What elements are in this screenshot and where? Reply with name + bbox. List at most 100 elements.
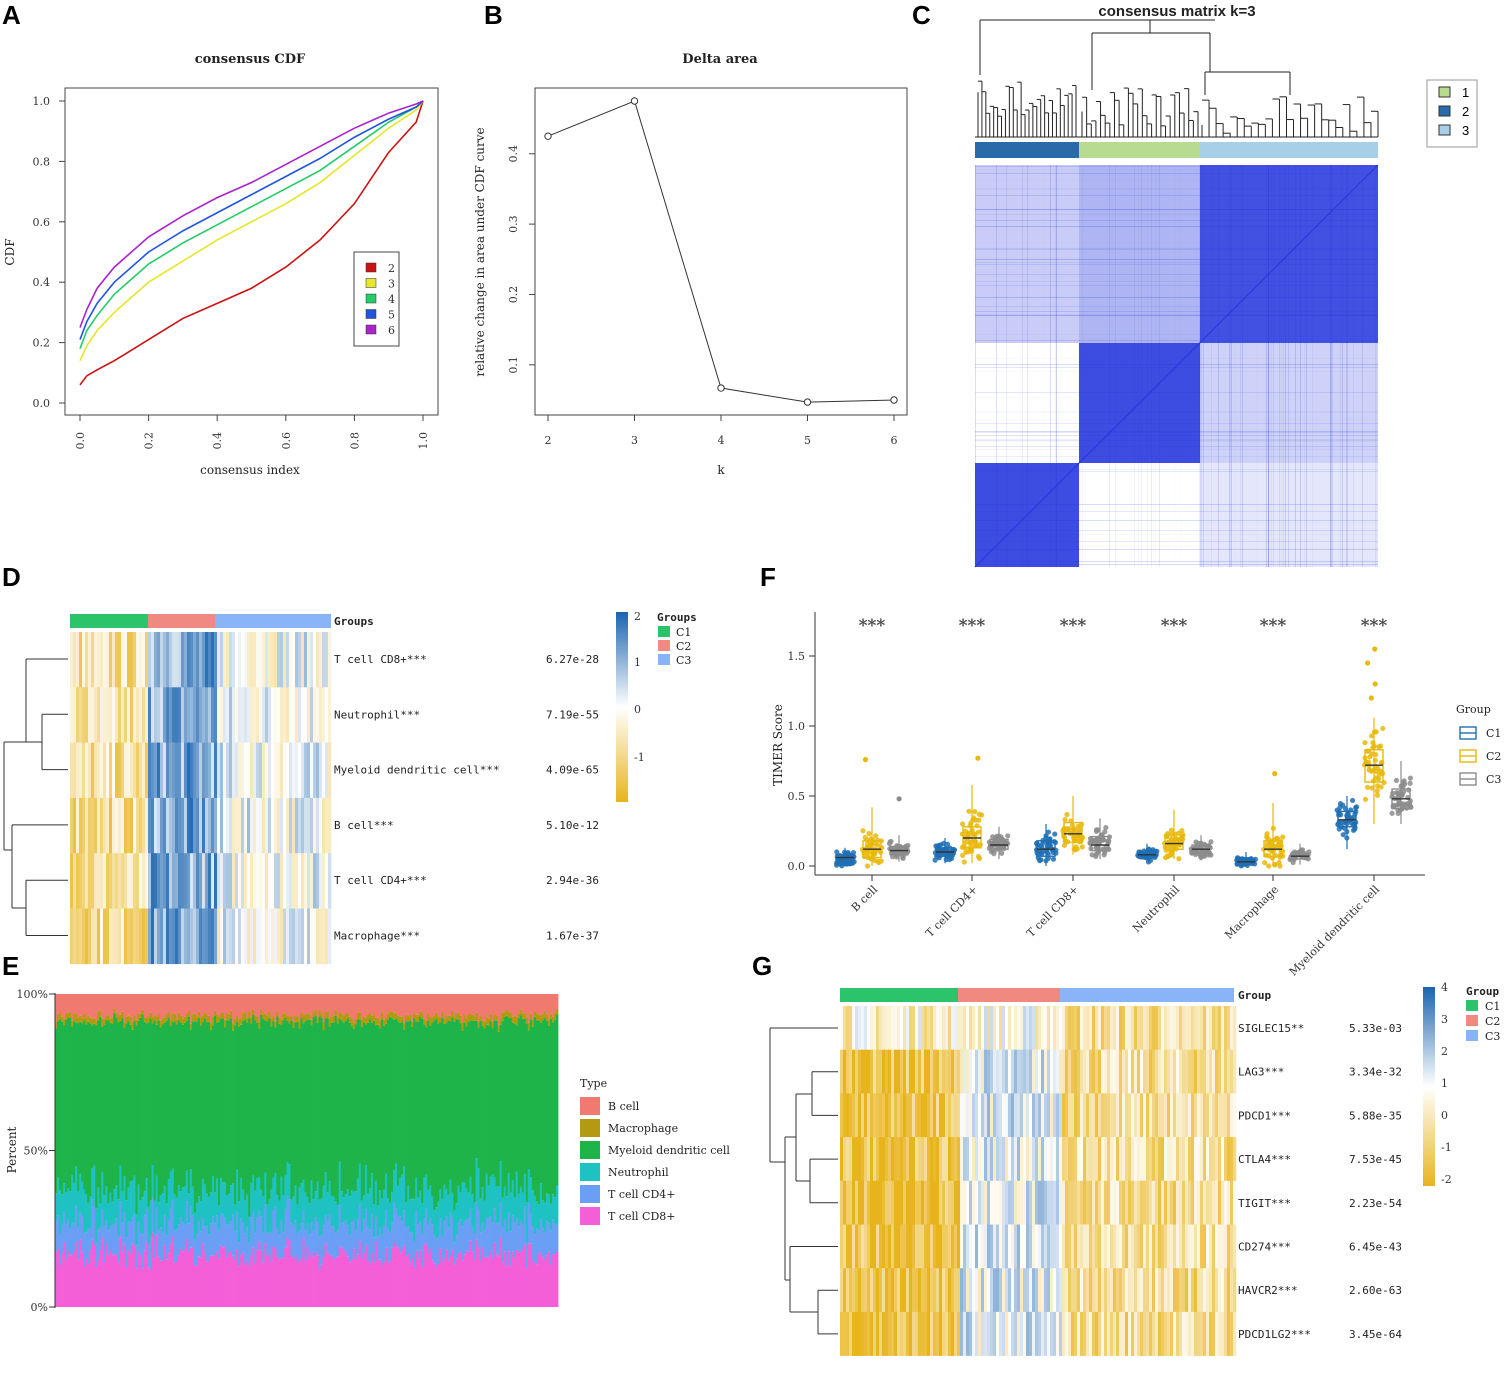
stacked-segment bbox=[157, 1202, 161, 1231]
heatmap-cell bbox=[214, 742, 218, 799]
heatmap-cell bbox=[858, 1180, 862, 1225]
heatmap-cell bbox=[271, 742, 275, 799]
stacked-segment bbox=[230, 994, 233, 1011]
stacked-segment bbox=[449, 1213, 452, 1256]
heatmap-cell bbox=[94, 632, 98, 688]
stacked-segment bbox=[433, 1020, 436, 1211]
heatmap-cell bbox=[1161, 1224, 1165, 1269]
heatmap-cell bbox=[867, 1311, 871, 1356]
heatmap-cell bbox=[97, 908, 101, 965]
heatmap-cell bbox=[211, 687, 215, 743]
heatmap-cell bbox=[97, 632, 101, 688]
stacked-segment bbox=[228, 1013, 231, 1021]
heatmap-cell bbox=[987, 1268, 991, 1313]
stacked-segment bbox=[370, 1173, 374, 1215]
heatmap-cell bbox=[1128, 1006, 1132, 1050]
heatmap-cell bbox=[843, 1180, 847, 1225]
stacked-segment bbox=[308, 1019, 311, 1204]
heatmap-cell bbox=[1074, 1049, 1078, 1094]
stacked-segment bbox=[282, 1020, 285, 1195]
heatmap-cell bbox=[1059, 1224, 1063, 1269]
heatmap-cell bbox=[1098, 1311, 1102, 1356]
heatmap-cell bbox=[1032, 1180, 1036, 1225]
stacked-segment bbox=[197, 1196, 201, 1222]
stacked-segment bbox=[149, 1236, 152, 1270]
stacked-segment bbox=[91, 1018, 94, 1026]
heatmap-cell bbox=[295, 632, 299, 688]
stacked-segment bbox=[340, 1020, 344, 1192]
stacked-segment bbox=[123, 1212, 126, 1245]
stacked-segment bbox=[386, 1227, 390, 1263]
stacked-segment bbox=[205, 1022, 209, 1194]
stacked-segment bbox=[209, 1255, 213, 1307]
stacked-segment bbox=[282, 1232, 285, 1259]
heatmap-cell bbox=[229, 687, 233, 743]
stacked-segment bbox=[503, 1011, 507, 1017]
stacked-segment bbox=[318, 1199, 321, 1237]
heatmap-cell bbox=[202, 687, 206, 743]
heatmap-cell bbox=[843, 1268, 847, 1313]
heatmap-cell bbox=[73, 742, 77, 799]
heatmap-cell bbox=[1209, 1268, 1213, 1313]
heatmap-cell bbox=[1134, 1180, 1138, 1225]
stacked-segment bbox=[336, 1023, 340, 1205]
immune-legend-c3 bbox=[658, 654, 670, 665]
heatmap-cell bbox=[993, 1268, 997, 1313]
heatmap-cell bbox=[301, 797, 305, 854]
heatmap-cell bbox=[1020, 1006, 1024, 1050]
stacked-segment bbox=[386, 1019, 390, 1199]
heatmap-cell bbox=[855, 1268, 859, 1313]
stacked-segment bbox=[197, 1017, 201, 1197]
heatmap-cell bbox=[1140, 1006, 1144, 1050]
stacked-segment bbox=[421, 1266, 424, 1307]
heatmap-cell bbox=[211, 908, 215, 965]
heatmap-cell bbox=[283, 908, 287, 965]
heatmap-cell bbox=[1209, 1224, 1213, 1269]
heatmap-cell bbox=[1227, 1006, 1231, 1050]
checkpoint-row-label: TIGIT*** bbox=[1238, 1197, 1291, 1210]
heatmap-cell bbox=[882, 1093, 886, 1138]
heatmap-cell bbox=[1188, 1311, 1192, 1356]
stacked-segment bbox=[221, 1247, 225, 1307]
heatmap-cell bbox=[1059, 1180, 1063, 1225]
stacked-segment bbox=[326, 1252, 330, 1307]
heatmap-cell bbox=[936, 1006, 940, 1050]
stacked-segment bbox=[354, 1230, 358, 1260]
heatmap-cell bbox=[1143, 1224, 1147, 1269]
heatmap-cell bbox=[88, 687, 92, 743]
heatmap-cell bbox=[1041, 1049, 1045, 1094]
heatmap-cell bbox=[109, 632, 113, 688]
stacked-segment bbox=[179, 1015, 183, 1023]
stacked-segment bbox=[411, 1198, 414, 1233]
stacked-segment bbox=[254, 1262, 257, 1307]
stacked-segment bbox=[481, 1222, 484, 1247]
stacked-segment bbox=[101, 1026, 104, 1173]
cdf-legend-swatch bbox=[365, 293, 377, 304]
stacked-segment bbox=[129, 1024, 132, 1182]
heatmap-cell bbox=[873, 1049, 877, 1094]
stacked-segment bbox=[469, 1208, 472, 1241]
heatmap-cell bbox=[1041, 1180, 1045, 1225]
stacked-segment bbox=[145, 1017, 148, 1024]
stacked-segment bbox=[115, 1255, 118, 1307]
heatmap-cell bbox=[1005, 1268, 1009, 1313]
stacked-segment bbox=[272, 1016, 275, 1022]
stacked-segment bbox=[187, 1016, 191, 1194]
stacked-segment bbox=[352, 994, 356, 1023]
stacked-segment bbox=[55, 1028, 58, 1194]
stacked-segment bbox=[119, 1202, 122, 1238]
panel-label-a: A bbox=[2, 0, 21, 30]
heatmap-cell bbox=[259, 742, 263, 799]
stacked-segment bbox=[139, 1232, 142, 1256]
heatmap-cell bbox=[1071, 1049, 1075, 1094]
stacked-segment bbox=[113, 1254, 116, 1307]
heatmap-cell bbox=[891, 1180, 895, 1225]
stacked-segment bbox=[95, 1266, 98, 1307]
stacked-segment bbox=[276, 1011, 279, 1017]
timer-point bbox=[1262, 860, 1268, 866]
stacked-segment bbox=[555, 1014, 559, 1186]
timer-legend-title: Group bbox=[1456, 703, 1491, 716]
stacked-segment bbox=[155, 1175, 159, 1208]
stacked-segment bbox=[358, 1240, 362, 1307]
stacked-segment bbox=[207, 994, 211, 1016]
